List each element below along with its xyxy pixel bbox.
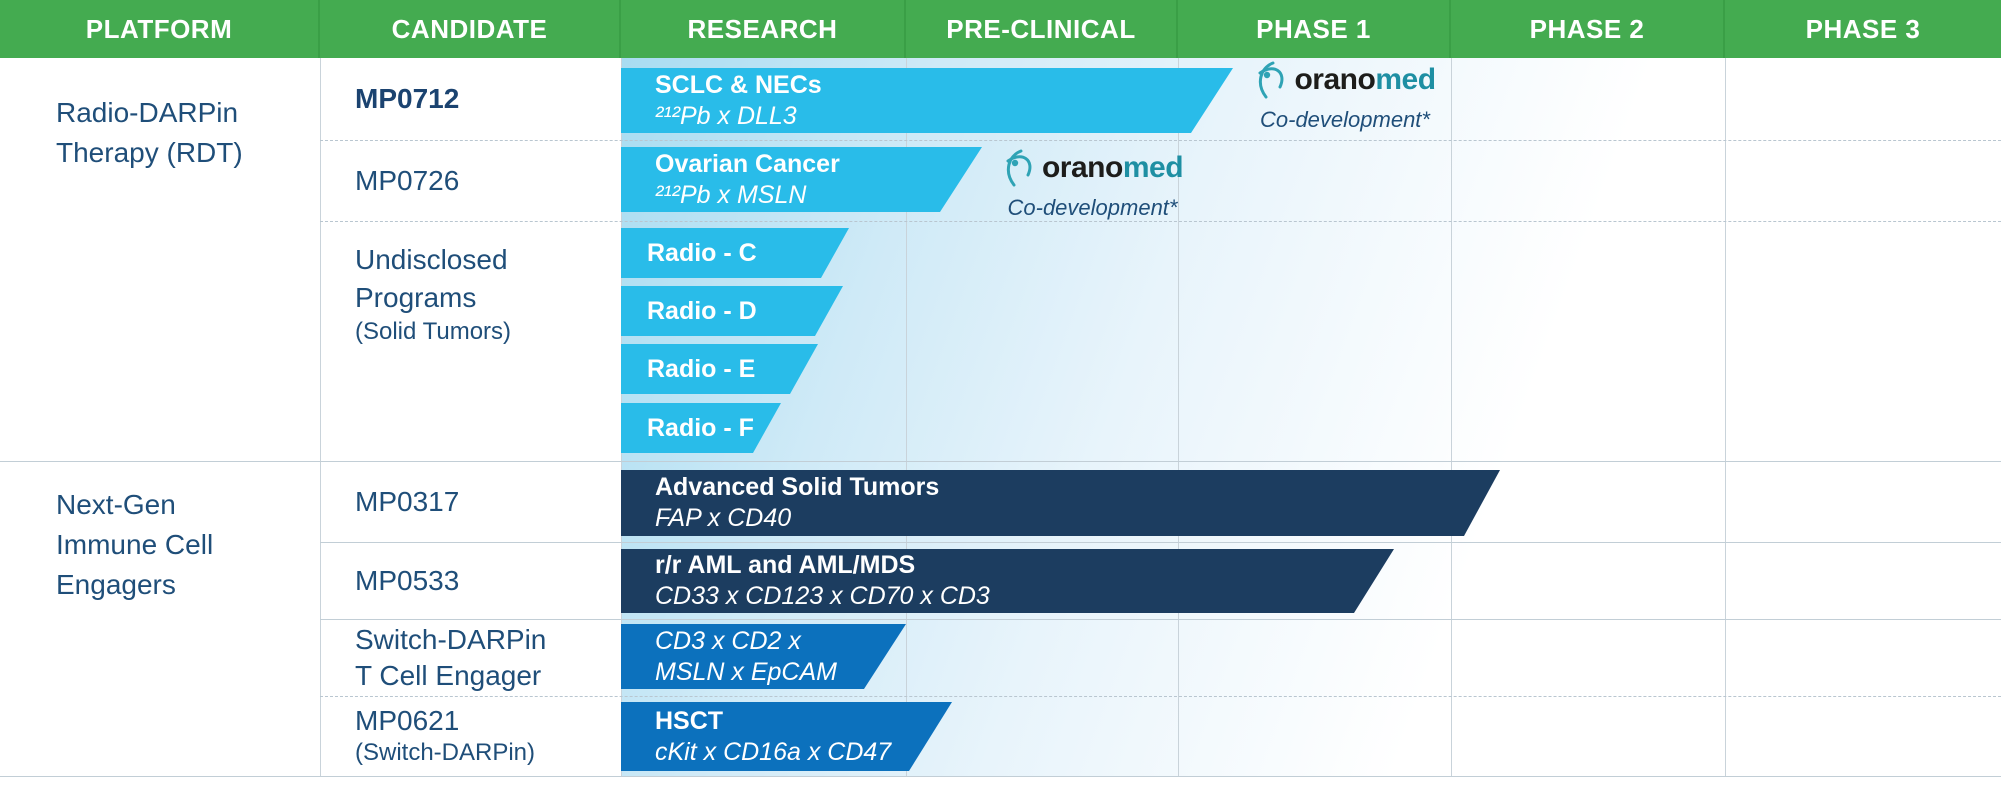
- divider-research-preclinical: [906, 58, 907, 776]
- pipeline-bar-mp0726: Ovarian Cancer ²¹²Pb x MSLN: [621, 147, 982, 212]
- candidate-label: MP0621: [355, 705, 460, 736]
- divider-phase2-phase3: [1725, 58, 1726, 776]
- oranomed-logo: oranomed: [1245, 60, 1445, 100]
- group-separator: [0, 461, 2001, 462]
- bottom-border: [0, 776, 2001, 777]
- candidate-note: (Switch-DARPin): [355, 739, 536, 766]
- divider-preclinical-phase1: [1178, 58, 1179, 776]
- candidate-label: MP0317: [355, 485, 460, 517]
- candidate-undisclosed: Undisclosed Programs (Solid Tumors): [320, 221, 620, 461]
- pipeline-bar-mp0533: r/r AML and AML/MDS CD33 x CD123 x CD70 …: [621, 549, 1394, 613]
- bar-target: cKit x CD16a x CD47: [655, 737, 892, 766]
- bar-indication: Radio - F: [647, 413, 754, 442]
- co-development-note: Co-development*: [1260, 107, 1430, 132]
- candidate-label: MP0726: [355, 164, 460, 196]
- header-cell-phase1: PHASE 1: [1178, 0, 1451, 58]
- pipeline-bar-radio-c: Radio - C: [621, 228, 849, 278]
- row-separator-solid: [320, 542, 2001, 543]
- partner-block-mp0726: oranomed Co-development*: [995, 148, 1190, 221]
- header-cell-platform: PLATFORM: [0, 0, 320, 58]
- candidate-switch-darpin: Switch-DARPin T Cell Engager: [320, 619, 620, 696]
- pipeline-bar-mp0712: SCLC & NECs ²¹²Pb x DLL3: [621, 68, 1233, 133]
- row-separator-dashed: [320, 696, 2001, 697]
- row-separator-solid: [320, 619, 2001, 620]
- bar-indication: HSCT: [655, 706, 724, 735]
- candidate-note: (Solid Tumors): [355, 318, 512, 345]
- bar-target: ²¹²Pb x DLL3: [655, 101, 797, 130]
- pipeline-bar-mp0621: HSCT cKit x CD16a x CD47: [621, 702, 952, 771]
- candidate-label: MP0533: [355, 564, 460, 596]
- bar-indication: SCLC & NECs: [655, 70, 822, 99]
- pipeline-bar-radio-f: Radio - F: [621, 403, 781, 453]
- oranomed-logo: oranomed: [995, 148, 1190, 188]
- oranomed-logo-icon: [1258, 61, 1284, 99]
- pipeline-bar-switch-darpin: CD3 x CD2 x MSLN x EpCAM: [621, 624, 906, 689]
- header-cell-phase2: PHASE 2: [1451, 0, 1725, 58]
- bar-indication: Radio - E: [647, 354, 756, 383]
- candidate-label: Switch-DARPin T Cell Engager: [355, 623, 547, 691]
- candidate-label: Undisclosed Programs: [355, 244, 508, 313]
- divider-phase1-phase2: [1451, 58, 1452, 776]
- bar-target: CD33 x CD123 x CD70 x CD3: [655, 582, 990, 610]
- header-cell-preclinical: PRE-CLINICAL: [906, 0, 1178, 58]
- row-separator-dashed: [320, 140, 2001, 141]
- candidate-mp0317: MP0317: [320, 461, 620, 542]
- bar-indication: Ovarian Cancer: [655, 149, 840, 178]
- bar-target: FAP x CD40: [655, 504, 792, 532]
- phase-header-row: PLATFORM CANDIDATE RESEARCH PRE-CLINICAL…: [0, 0, 2001, 58]
- pipeline-bar-radio-e: Radio - E: [621, 344, 818, 394]
- candidate-mp0726: MP0726: [320, 140, 620, 221]
- oranomed-logo-icon: [1006, 149, 1032, 187]
- candidate-mp0533: MP0533: [320, 542, 620, 619]
- bar-indication: Radio - D: [647, 296, 757, 325]
- bar-target: CD3 x CD2 x: [655, 626, 801, 655]
- pipeline-bar-mp0317: Advanced Solid Tumors FAP x CD40: [621, 470, 1500, 536]
- platform-label-next-gen: Next-Gen Immune Cell Engagers: [56, 489, 214, 600]
- platform-label-radio-darpin: Radio-DARPin Therapy (RDT): [56, 97, 243, 168]
- header-cell-phase3: PHASE 3: [1725, 0, 2001, 58]
- bar-indication: Advanced Solid Tumors: [655, 473, 940, 501]
- bar-indication: r/r AML and AML/MDS: [655, 551, 916, 579]
- divider-platform-candidate: [320, 58, 321, 776]
- header-cell-research: RESEARCH: [621, 0, 906, 58]
- candidate-label: MP0712: [355, 83, 460, 114]
- partner-block-mp0712: oranomed Co-development*: [1245, 60, 1445, 133]
- row-separator-dashed: [320, 221, 2001, 222]
- bar-target: ²¹²Pb x MSLN: [655, 180, 807, 209]
- bar-indication: Radio - C: [647, 238, 757, 267]
- co-development-note: Co-development*: [1007, 195, 1178, 220]
- candidate-mp0712: MP0712: [320, 58, 620, 140]
- pipeline-bar-radio-d: Radio - D: [621, 286, 843, 336]
- candidate-mp0621: MP0621 (Switch-DARPin): [320, 696, 620, 776]
- oranomed-wordmark: oranomed: [1294, 63, 1436, 96]
- oranomed-wordmark: oranomed: [1041, 151, 1184, 184]
- header-cell-candidate: CANDIDATE: [320, 0, 621, 58]
- bar-target: MSLN x EpCAM: [655, 657, 837, 686]
